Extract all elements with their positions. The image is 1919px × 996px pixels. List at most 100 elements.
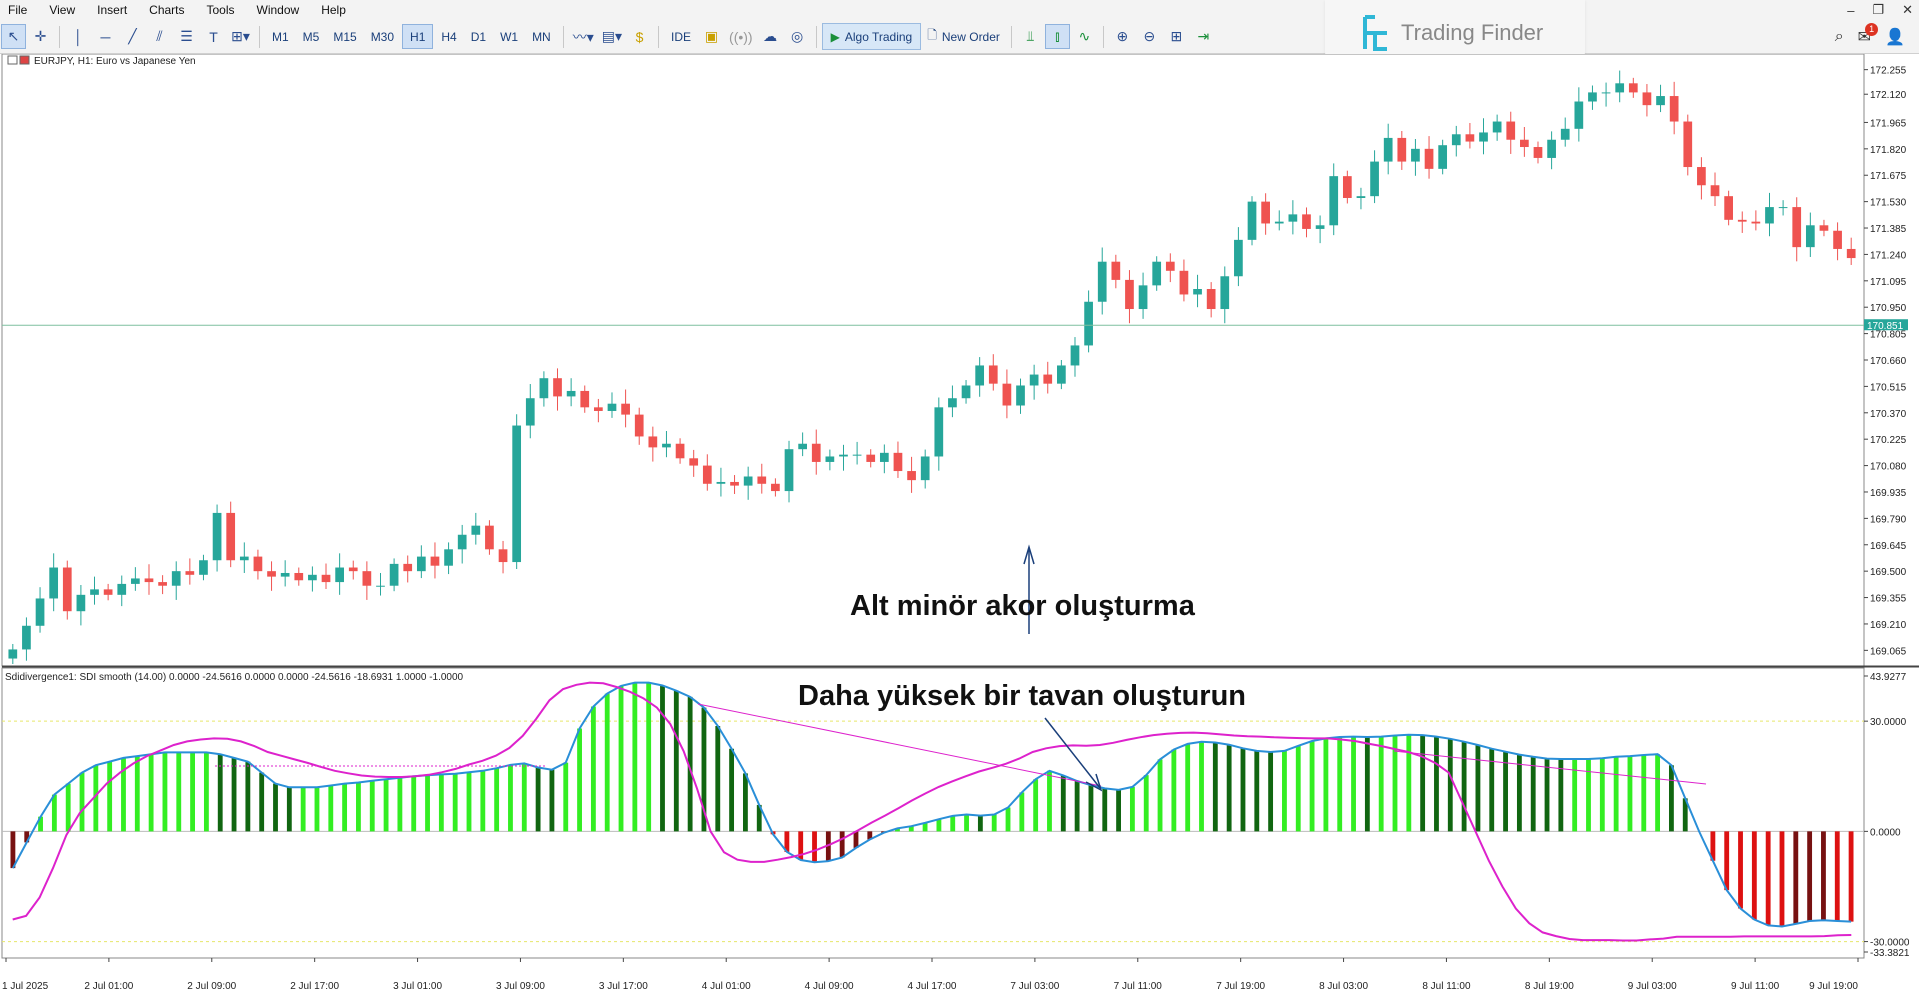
candle-body — [1165, 261, 1175, 271]
price-tick-label: 169.355 — [1870, 594, 1907, 605]
tf-m30[interactable]: M30 — [370, 29, 395, 44]
time-tick-label: 8 Jul 19:00 — [1525, 981, 1574, 992]
horizontal-line-icon[interactable]: ─ — [100, 28, 111, 45]
dollar-icon[interactable]: $ — [635, 28, 644, 45]
search-icon[interactable]: ⌕ — [1834, 27, 1844, 45]
current-price-label: 170.851 — [1867, 321, 1904, 332]
candle-body — [757, 476, 767, 484]
grid-icon[interactable]: ⊞ — [1170, 28, 1183, 44]
close-icon[interactable]: ✕ — [1902, 2, 1913, 17]
notifications-icon[interactable]: ✉ 1 — [1858, 22, 1879, 47]
algo-trading-label: Algo Trading — [844, 29, 913, 44]
restore-icon[interactable]: ❐ — [1872, 2, 1885, 17]
time-tick-label: 3 Jul 09:00 — [496, 981, 545, 992]
cloud-icon[interactable]: ☁ — [763, 28, 778, 44]
account-icon[interactable]: 👤 — [1885, 28, 1905, 46]
candle-body — [594, 407, 603, 411]
menu-tools[interactable]: Tools — [206, 3, 235, 17]
template-icon[interactable]: ▤▾ — [601, 28, 623, 44]
divergence-line-2 — [1393, 750, 1707, 785]
time-tick-label: 9 Jul 19:00 — [1809, 981, 1858, 992]
notification-badge: 1 — [1865, 22, 1879, 36]
candle-body — [239, 556, 249, 561]
ide-button[interactable]: IDE — [671, 29, 692, 44]
tf-m1[interactable]: M1 — [272, 29, 289, 44]
candle-body — [675, 443, 685, 459]
menu-window[interactable]: Window — [256, 3, 300, 17]
candle-body — [1683, 121, 1693, 168]
algo-trading-button[interactable]: ▶ Algo Trading — [821, 23, 922, 50]
candle-body — [1805, 225, 1815, 248]
candle-body — [457, 534, 467, 550]
price-tick-label: 169.210 — [1870, 620, 1907, 631]
candle-body — [634, 414, 644, 437]
toolbar-separator — [59, 25, 60, 48]
candle-body — [1206, 289, 1216, 310]
bar-chart-icon[interactable]: ⫫ — [1026, 28, 1035, 44]
candle-body — [62, 567, 72, 612]
vps-icon[interactable]: ◎ — [791, 28, 804, 44]
indicator-tick-label: 43.9277 — [1870, 672, 1907, 683]
tf-w1[interactable]: W1 — [500, 29, 519, 44]
price-tick-label: 170.660 — [1870, 356, 1907, 367]
vertical-line-icon[interactable]: │ — [74, 28, 83, 45]
toolbar: ↖ ✛ │ ─ ╱ ⫽ ☰ T ⊞▾ M1 M5 M15 M30 H1 H4 D… — [0, 20, 1919, 54]
line-chart-icon[interactable]: ∿ — [1078, 28, 1091, 44]
candle-body — [743, 476, 753, 486]
zoom-out-icon[interactable]: ⊖ — [1143, 28, 1156, 44]
candle-body — [811, 443, 821, 462]
tf-d1[interactable]: D1 — [470, 29, 487, 44]
candle-body — [1097, 261, 1107, 302]
candle-body — [1846, 248, 1856, 259]
play-icon: ▶ — [830, 29, 840, 44]
toolbar-separator — [259, 25, 260, 48]
signal-icon[interactable]: ((•)) — [729, 28, 753, 45]
lock-icon[interactable]: ▣ — [704, 28, 719, 44]
text-icon[interactable]: T — [209, 28, 218, 45]
chart-type-icon[interactable]: 〰▾ — [572, 28, 594, 45]
candle-body — [226, 512, 236, 561]
menu-insert[interactable]: Insert — [97, 3, 128, 17]
trendline-icon[interactable]: ╱ — [128, 28, 137, 44]
candlestick-icon[interactable]: ⫾ — [1044, 24, 1070, 49]
candle-body — [1628, 83, 1638, 93]
current-price-tag — [1864, 319, 1908, 331]
candle-body — [1601, 92, 1611, 94]
tf-mn[interactable]: MN — [532, 29, 551, 44]
channel-icon[interactable]: ⫽ — [156, 28, 163, 44]
chart-window-icon — [7, 55, 18, 65]
chart-background — [0, 54, 1919, 996]
price-tick-label: 170.225 — [1870, 435, 1907, 446]
zoom-in-icon[interactable]: ⊕ — [1116, 28, 1129, 44]
minimize-icon[interactable]: – — [1847, 2, 1855, 18]
tf-h1[interactable]: H1 — [402, 24, 434, 49]
tf-m15[interactable]: M15 — [333, 29, 357, 44]
crosshair-icon[interactable]: ✛ — [34, 28, 47, 44]
menu-file[interactable]: File — [8, 3, 28, 17]
shapes-icon[interactable]: ⊞▾ — [231, 28, 250, 44]
candle-body — [539, 378, 549, 399]
candle-body — [1465, 134, 1475, 142]
toolbar-separator — [1102, 25, 1104, 48]
chart-window[interactable]: EURJPY, H1: Euro vs Japanese Yen 172.255… — [0, 54, 1919, 996]
autoscroll-icon[interactable]: ⇥ — [1197, 28, 1210, 44]
candle-body — [171, 571, 181, 586]
price-tick-label: 169.790 — [1870, 514, 1907, 525]
price-tick-label: 171.530 — [1870, 198, 1907, 209]
menu-charts[interactable]: Charts — [149, 3, 185, 17]
new-order-button[interactable]: 🗋 New Order — [921, 26, 1006, 47]
candle-body — [1397, 137, 1407, 162]
candle-body — [566, 390, 576, 397]
tf-h4[interactable]: H4 — [441, 29, 457, 44]
candle-body — [580, 390, 590, 408]
cursor-icon[interactable]: ↖ — [1, 24, 26, 49]
menu-view[interactable]: View — [49, 3, 76, 17]
candle-body — [512, 425, 522, 563]
time-tick-label: 1 Jul 2025 — [2, 981, 49, 992]
candle-body — [948, 398, 957, 408]
candle-body — [1560, 128, 1570, 140]
menu-help[interactable]: Help — [321, 3, 346, 17]
candle-body — [1520, 139, 1529, 148]
tf-m5[interactable]: M5 — [302, 29, 320, 44]
fibonacci-icon[interactable]: ☰ — [180, 28, 193, 44]
